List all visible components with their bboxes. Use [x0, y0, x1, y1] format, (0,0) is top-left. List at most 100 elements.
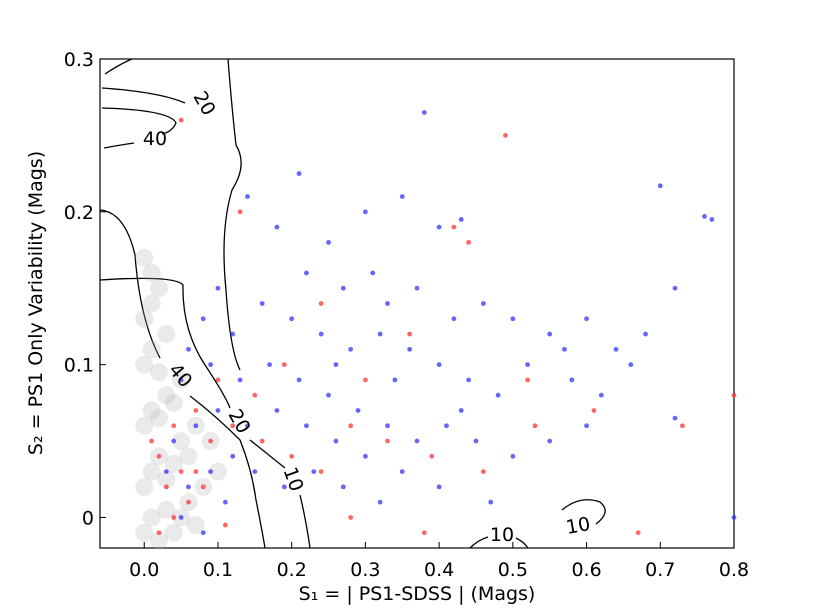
contour-line — [101, 107, 177, 135]
x-tick-label: 0.0 — [129, 559, 159, 581]
point — [208, 438, 213, 444]
point — [414, 438, 420, 444]
point — [473, 438, 479, 444]
point — [237, 209, 243, 215]
point — [178, 117, 184, 123]
contour-label: 40 — [143, 128, 167, 150]
point — [340, 285, 346, 291]
point — [480, 301, 486, 306]
x-tick-label: 0.7 — [645, 559, 675, 581]
y-tick-label: 0.3 — [64, 49, 94, 71]
point — [296, 171, 302, 177]
x-tick-label: 0.3 — [350, 559, 380, 581]
point — [525, 377, 530, 383]
point — [385, 438, 390, 444]
point — [164, 393, 183, 412]
point — [333, 362, 339, 368]
point — [584, 423, 589, 429]
point — [193, 469, 199, 474]
point — [200, 316, 206, 322]
x-tick-label: 0.5 — [498, 559, 528, 581]
point — [370, 270, 376, 276]
point — [672, 415, 678, 421]
contour-line — [99, 209, 161, 359]
point — [628, 362, 634, 368]
contour-line — [104, 58, 133, 75]
plot-frame — [99, 58, 735, 549]
point — [466, 239, 472, 245]
point — [399, 194, 405, 199]
point — [362, 377, 368, 383]
point — [135, 355, 154, 374]
point — [259, 301, 265, 306]
point — [635, 530, 641, 536]
contour-line — [103, 142, 135, 149]
point — [259, 438, 265, 444]
point — [142, 340, 161, 359]
contour-label: 10 — [564, 513, 592, 539]
point — [252, 469, 258, 474]
point — [193, 408, 199, 413]
point — [149, 531, 168, 550]
point — [142, 294, 161, 313]
point — [179, 447, 198, 466]
point — [157, 386, 176, 405]
point — [156, 530, 162, 536]
point — [672, 285, 678, 291]
point — [230, 453, 236, 459]
point — [591, 408, 597, 413]
point — [451, 316, 457, 322]
point — [289, 453, 295, 459]
point — [466, 377, 472, 383]
point — [436, 224, 442, 230]
point — [510, 316, 516, 322]
point — [135, 309, 154, 328]
point — [318, 301, 324, 306]
point — [252, 392, 258, 398]
point — [421, 110, 427, 115]
point — [547, 331, 553, 337]
point — [333, 438, 339, 444]
point — [186, 516, 205, 535]
point — [222, 499, 228, 505]
point — [135, 477, 154, 496]
point — [200, 484, 206, 490]
point — [186, 499, 191, 505]
contours — [99, 58, 606, 549]
point — [142, 263, 161, 282]
point — [598, 392, 604, 398]
point — [399, 469, 405, 474]
point — [311, 469, 317, 474]
point — [200, 530, 206, 536]
point — [458, 408, 464, 413]
point — [230, 331, 236, 337]
point — [458, 217, 464, 222]
point — [569, 377, 575, 383]
point — [281, 362, 287, 368]
point — [281, 484, 287, 490]
contour-line — [561, 499, 606, 525]
point — [326, 239, 331, 245]
point — [274, 408, 280, 413]
point — [377, 499, 383, 505]
point — [407, 331, 413, 337]
point — [135, 416, 154, 435]
point — [149, 279, 168, 298]
contour-line — [249, 439, 286, 469]
point — [245, 423, 250, 429]
point — [436, 362, 442, 368]
point — [480, 469, 486, 474]
point — [348, 346, 354, 352]
point — [731, 515, 737, 520]
contour-line — [99, 277, 231, 409]
point — [525, 362, 530, 368]
point — [171, 438, 177, 444]
point — [157, 325, 176, 344]
point — [613, 346, 619, 352]
point — [657, 183, 663, 189]
point — [679, 423, 685, 429]
y-tick-label: 0.2 — [64, 202, 94, 224]
point — [296, 377, 302, 383]
point — [222, 522, 228, 528]
